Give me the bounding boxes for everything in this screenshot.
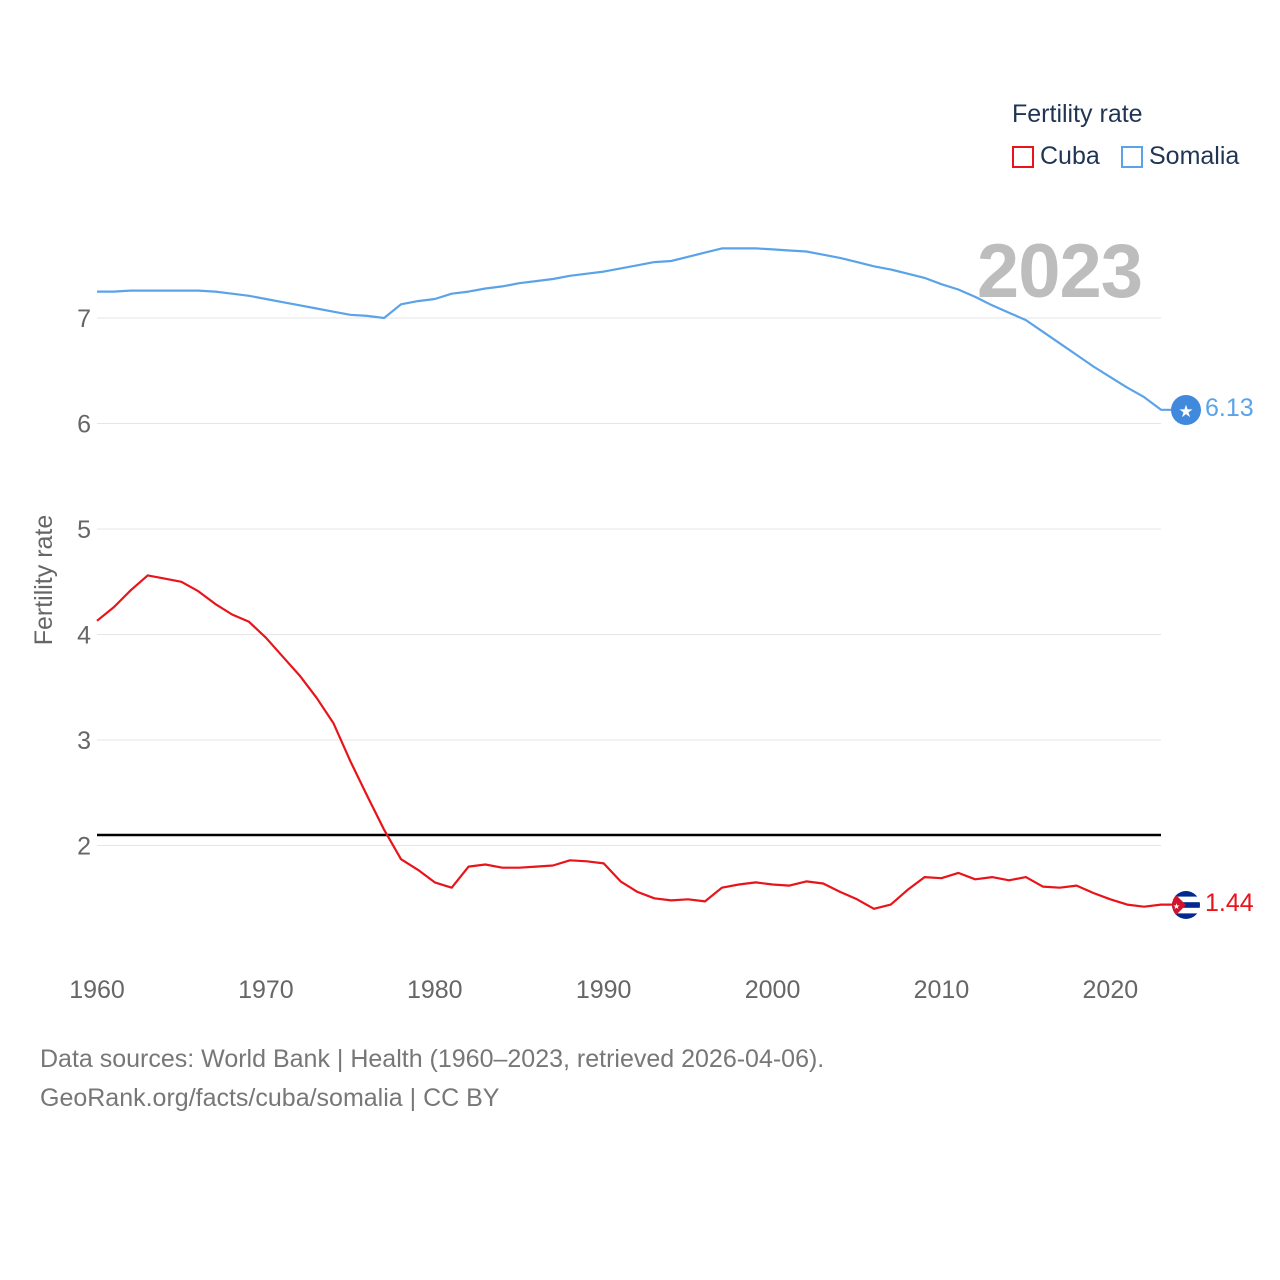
somalia-flag-icon: ★ — [1171, 395, 1201, 425]
cuba-flag-icon: ★ — [1172, 891, 1200, 919]
cuba-end-value: 1.44 — [1205, 889, 1254, 917]
legend-swatch-somalia — [1121, 145, 1143, 168]
legend-swatch-cuba — [1012, 145, 1034, 168]
svg-text:★: ★ — [1178, 402, 1193, 422]
legend-label-somalia: Somalia — [1149, 142, 1240, 170]
series-line-somalia[interactable] — [97, 247, 1172, 411]
x-tick-label: 1960 — [69, 976, 125, 1004]
x-tick-label: 1970 — [238, 976, 294, 1004]
somalia-end-value: 6.13 — [1205, 394, 1254, 422]
y-tick-label: 2 — [77, 833, 91, 861]
series-line-cuba[interactable] — [96, 574, 1172, 910]
series-lines — [96, 247, 1172, 910]
x-tick-label: 2020 — [1083, 976, 1139, 1004]
y-tick-label: 6 — [77, 411, 91, 439]
x-tick-label: 2000 — [745, 976, 801, 1004]
y-tick-label: 7 — [77, 305, 91, 333]
svg-text:★: ★ — [1173, 902, 1180, 911]
x-tick-label: 1980 — [407, 976, 463, 1004]
legend-label-cuba: Cuba — [1040, 142, 1100, 170]
y-axis-label: Fertility rate — [30, 515, 58, 646]
footer-attribution[interactable]: GeoRank.org/facts/cuba/somalia | CC BY — [40, 1084, 500, 1112]
x-tick-label: 1990 — [576, 976, 632, 1004]
legend-title: Fertility rate — [1012, 100, 1143, 128]
y-tick-label: 4 — [77, 622, 91, 650]
x-tick-label: 2010 — [914, 976, 970, 1004]
footer-sources: Data sources: World Bank | Health (1960–… — [40, 1045, 825, 1073]
grid-lines — [97, 317, 1161, 846]
year-label: 2023 — [976, 229, 1143, 314]
y-tick-label: 3 — [77, 727, 91, 755]
y-axis-ticks: 2 3 4 5 6 7 — [77, 305, 91, 861]
legend-item-cuba[interactable]: Cuba — [1012, 142, 1100, 171]
y-tick-label: 5 — [77, 516, 91, 544]
x-axis-ticks: 1960 1970 1980 1990 2000 2010 2020 — [69, 976, 1138, 1004]
legend-item-somalia[interactable]: Somalia — [1121, 142, 1239, 171]
